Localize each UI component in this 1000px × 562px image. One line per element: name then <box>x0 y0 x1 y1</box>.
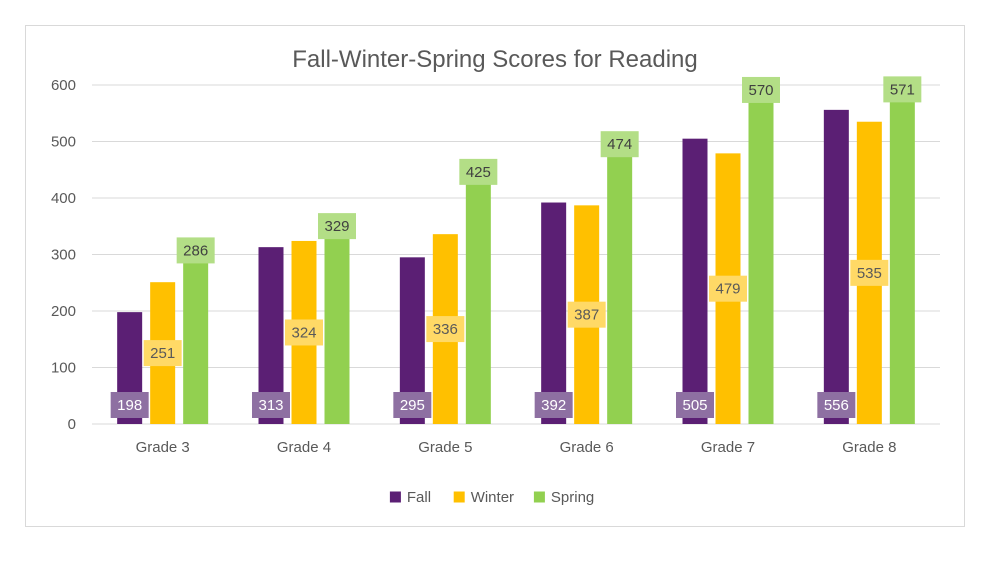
chart-frame <box>25 25 965 527</box>
y-tick-label: 500 <box>51 134 76 151</box>
data-label-bg <box>426 316 465 343</box>
data-label: 479 <box>715 281 740 298</box>
data-label-bg <box>709 275 747 302</box>
data-labels: 198 251 286 313 324 329 295 336 425 392 387 474 505 4… <box>110 76 922 418</box>
data-label-bg <box>567 301 606 328</box>
data-label-bg <box>600 131 639 158</box>
data-label-bg <box>252 392 290 418</box>
legend-swatch-fall <box>389 491 401 503</box>
legend-swatch-winter <box>453 491 465 503</box>
data-label: 556 <box>824 397 849 414</box>
data-label: 474 <box>607 136 632 153</box>
data-label-bg <box>285 319 323 346</box>
legend-label-spring: Spring <box>551 489 594 506</box>
y-axis: 0 100 200 300 400 500 600 <box>51 77 76 433</box>
data-label-bg <box>318 213 356 240</box>
data-label-bg <box>534 392 573 418</box>
data-label: 198 <box>117 397 142 414</box>
data-label: 570 <box>748 82 773 99</box>
data-label-bg <box>176 237 215 264</box>
y-tick-label: 400 <box>51 190 76 207</box>
bar-fall <box>682 138 708 425</box>
data-label: 295 <box>400 397 425 414</box>
x-tick-label: Grade 4 <box>277 439 331 456</box>
bar-spring <box>889 101 915 424</box>
gridlines <box>92 84 940 425</box>
bar-spring <box>607 156 633 424</box>
legend: Fall Winter Spring <box>389 489 594 506</box>
data-label-bg <box>110 392 149 418</box>
y-tick-label: 200 <box>51 303 76 320</box>
x-axis: Grade 3 Grade 4 Grade 5 Grade 6 Grade 7 Grade… <box>136 439 897 456</box>
legend-swatch-spring <box>533 491 545 503</box>
data-label-bg <box>676 392 714 418</box>
data-label-bg <box>742 76 780 103</box>
data-label: 336 <box>433 321 458 338</box>
data-label-bg <box>883 76 922 103</box>
data-label: 329 <box>324 218 349 235</box>
data-label-bg <box>850 259 889 286</box>
legend-label-winter: Winter <box>471 489 514 506</box>
data-label: 313 <box>258 397 283 414</box>
data-label: 425 <box>466 164 491 181</box>
data-label: 286 <box>183 242 208 259</box>
x-tick-label: Grade 8 <box>842 439 896 456</box>
bar-spring <box>183 262 209 424</box>
data-label: 571 <box>890 81 915 98</box>
data-label-bg <box>459 158 498 185</box>
bar-spring <box>465 183 491 424</box>
bar-fall <box>823 109 849 425</box>
x-tick-label: Grade 5 <box>418 439 472 456</box>
data-label: 505 <box>682 397 707 414</box>
data-label: 535 <box>857 265 882 282</box>
data-label-bg <box>143 340 182 367</box>
data-label-bg <box>817 392 856 418</box>
data-label: 387 <box>574 307 599 324</box>
y-tick-label: 0 <box>68 416 76 433</box>
bar-spring <box>748 101 774 424</box>
y-tick-label: 100 <box>51 360 76 377</box>
data-label: 392 <box>541 397 566 414</box>
legend-label-fall: Fall <box>407 489 431 506</box>
bar-spring <box>324 238 350 424</box>
y-tick-label: 300 <box>51 247 76 264</box>
data-label: 324 <box>291 324 316 341</box>
y-tick-label: 600 <box>51 77 76 94</box>
chart-title: Fall-Winter-Spring Scores for Reading <box>292 46 697 73</box>
data-label: 251 <box>150 345 175 362</box>
bars <box>117 101 915 425</box>
x-tick-label: Grade 3 <box>136 439 190 456</box>
bar-fall <box>541 202 567 424</box>
data-label-bg <box>393 392 432 418</box>
x-tick-label: Grade 7 <box>701 439 755 456</box>
x-tick-label: Grade 6 <box>560 439 614 456</box>
